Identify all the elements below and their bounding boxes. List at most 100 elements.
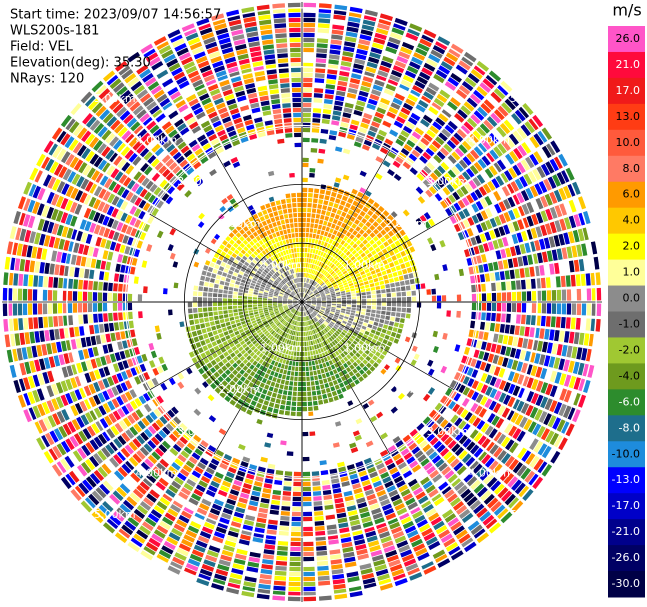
field-cell xyxy=(220,251,227,257)
field-cell xyxy=(169,561,183,571)
field-cell xyxy=(387,230,395,237)
field-cell xyxy=(249,288,254,292)
field-cell xyxy=(137,294,143,302)
field-cell xyxy=(308,291,312,295)
field-cell xyxy=(371,42,384,50)
field-cell xyxy=(121,188,130,199)
field-cell xyxy=(521,217,530,229)
field-cell xyxy=(281,287,286,292)
field-cell xyxy=(278,295,283,298)
field-cell xyxy=(304,311,306,316)
field-cell xyxy=(376,290,381,294)
field-cell xyxy=(328,59,339,65)
field-cell xyxy=(68,352,75,363)
field-cell xyxy=(371,507,382,515)
field-cell xyxy=(183,567,197,577)
field-cell xyxy=(325,211,331,217)
field-cell xyxy=(329,288,334,292)
field-cell xyxy=(294,304,298,308)
field-cell xyxy=(476,532,490,544)
field-cell xyxy=(369,283,375,288)
field-cell xyxy=(390,386,398,393)
field-cell xyxy=(299,316,301,322)
field-cell xyxy=(391,297,397,302)
field-cell xyxy=(208,545,221,553)
field-cell xyxy=(315,293,320,296)
field-cell xyxy=(260,371,266,377)
field-cell xyxy=(494,390,502,401)
field-cell xyxy=(262,388,268,395)
field-cell xyxy=(103,366,111,376)
field-cell xyxy=(338,204,344,211)
field-cell xyxy=(382,540,394,549)
field-cell xyxy=(256,282,261,286)
field-cell xyxy=(328,539,339,545)
field-cell xyxy=(279,292,284,295)
field-cell xyxy=(325,514,336,520)
field-cell xyxy=(371,306,377,310)
field-cell xyxy=(197,302,203,307)
field-cell xyxy=(378,467,388,475)
field-cell xyxy=(453,223,461,233)
field-cell xyxy=(371,298,377,302)
field-cell xyxy=(267,358,273,364)
field-cell xyxy=(362,225,368,232)
field-cell xyxy=(271,275,276,280)
field-cell xyxy=(278,297,283,299)
field-cell xyxy=(307,248,311,253)
field-cell xyxy=(304,306,308,310)
field-cell xyxy=(362,365,369,372)
field-cell xyxy=(302,381,306,387)
field-cell xyxy=(297,321,299,326)
field-cell xyxy=(331,115,341,121)
field-cell xyxy=(180,487,192,496)
field-cell xyxy=(527,254,534,265)
field-cell xyxy=(328,201,334,207)
field-cell xyxy=(258,331,263,336)
field-cell xyxy=(316,43,328,49)
field-cell xyxy=(409,572,423,581)
field-cell xyxy=(212,578,226,586)
field-cell xyxy=(345,311,351,315)
field-cell xyxy=(283,285,288,290)
field-cell xyxy=(537,130,548,143)
field-cell xyxy=(255,284,260,288)
field-cell xyxy=(303,321,305,327)
field-cell xyxy=(104,323,110,333)
field-cell xyxy=(471,391,480,401)
field-cell xyxy=(309,325,313,330)
field-cell xyxy=(269,321,274,325)
field-cell xyxy=(473,110,485,121)
field-cell xyxy=(112,293,118,302)
field-cell xyxy=(101,463,112,475)
field-cell xyxy=(315,277,320,282)
field-cell xyxy=(286,355,291,360)
field-cell xyxy=(311,324,314,330)
field-cell xyxy=(313,405,319,411)
field-cell xyxy=(232,302,238,306)
field-cell xyxy=(375,257,382,264)
field-cell xyxy=(402,161,411,170)
field-cell xyxy=(112,511,125,522)
field-cell xyxy=(320,241,325,246)
field-cell xyxy=(272,302,278,304)
field-cell xyxy=(207,445,217,453)
field-cell xyxy=(304,262,306,268)
field-cell xyxy=(29,331,36,344)
field-cell xyxy=(198,367,205,375)
field-cell xyxy=(259,578,272,585)
field-cell xyxy=(316,244,320,250)
field-cell xyxy=(384,252,391,259)
field-cell xyxy=(488,428,498,439)
field-cell xyxy=(521,303,527,313)
field-cell xyxy=(364,213,371,221)
field-cell xyxy=(116,142,127,154)
field-cell xyxy=(450,477,462,488)
field-cell xyxy=(103,313,108,322)
field-cell xyxy=(246,267,252,272)
field-cell xyxy=(420,458,430,467)
field-cell xyxy=(43,140,54,154)
field-cell xyxy=(222,340,229,347)
field-cell xyxy=(342,329,348,334)
field-cell xyxy=(48,276,54,288)
